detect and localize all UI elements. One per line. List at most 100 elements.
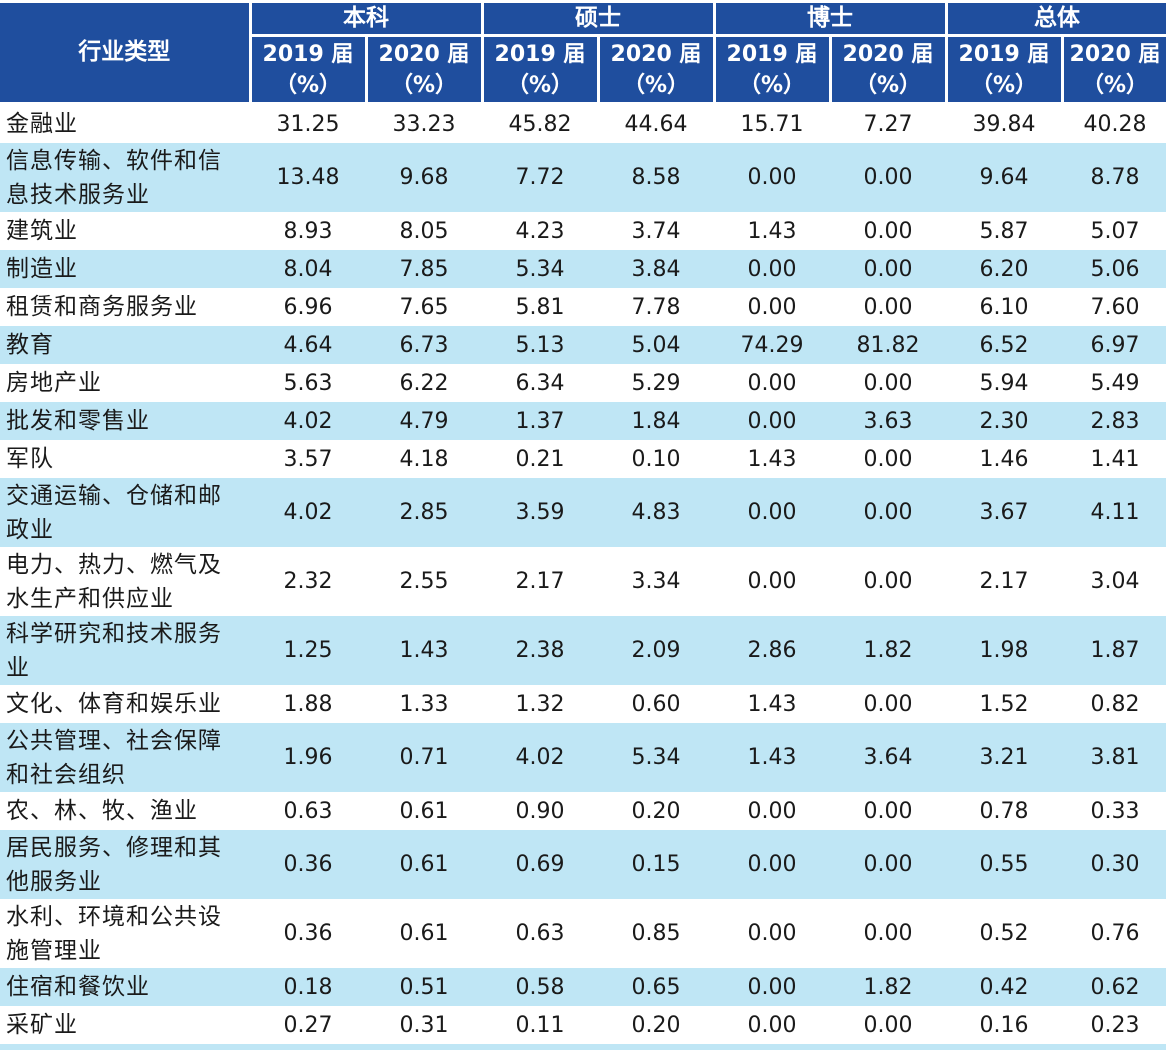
value-cell: 0.69 (482, 830, 598, 899)
value-cell: 1.25 (250, 616, 366, 685)
value-cell: 3.63 (830, 402, 946, 440)
header-unit-label: （%） (1081, 72, 1149, 98)
value-cell: 0.20 (598, 1006, 714, 1044)
value-cell: 2.17 (946, 547, 1062, 616)
industry-label: 居民服务、修理和其他服务业 (0, 830, 250, 899)
industry-label: 租赁和商务服务业 (0, 288, 250, 326)
value-cell: 0.00 (830, 792, 946, 830)
value-cell: 4.02 (482, 723, 598, 792)
value-cell: 0.33 (1062, 792, 1166, 830)
table-row: 制造业 8.04 7.85 5.34 3.84 0.00 0.00 6.20 5.06 (0, 250, 1166, 288)
value-cell: 0.10 (598, 440, 714, 478)
industry-label: 住宿和餐饮业 (0, 968, 250, 1006)
value-cell: 4.23 (482, 212, 598, 250)
value-cell: 0.62 (1062, 968, 1166, 1006)
value-cell: 6.97 (1062, 326, 1166, 364)
table-row: 文化、体育和娱乐业 1.88 1.33 1.32 0.60 1.43 0.00 1.52 0.8… (0, 685, 1166, 723)
value-cell: 0.76 (1062, 899, 1166, 968)
value-cell: 40.28 (1062, 103, 1166, 143)
value-cell: 6.34 (482, 364, 598, 402)
value-cell: 1.98 (946, 616, 1062, 685)
value-cell: 0.00 (830, 440, 946, 478)
value-cell: 0.36 (250, 830, 366, 899)
header-unit-label: （%） (274, 72, 342, 98)
value-cell: 15.71 (714, 103, 830, 143)
value-cell: 5.34 (598, 723, 714, 792)
value-cell: 7.27 (830, 103, 946, 143)
value-cell: 0.21 (482, 440, 598, 478)
table-row: 教育 4.64 6.73 5.13 5.04 74.29 81.82 6.52 6.97 (0, 326, 1166, 364)
table-row: 水利、环境和公共设施管理业 0.36 0.61 0.63 0.85 0.00 0.00 0.5… (0, 899, 1166, 968)
value-cell: 2.32 (250, 547, 366, 616)
value-cell: 0.00 (830, 288, 946, 326)
value-cell: 8.58 (598, 143, 714, 212)
table-row: 批发和零售业 4.02 4.79 1.37 1.84 0.00 3.63 2.30 2.83 (0, 402, 1166, 440)
value-cell: 2.86 (714, 616, 830, 685)
value-cell: 0.63 (250, 792, 366, 830)
value-cell: 0.15 (598, 830, 714, 899)
value-cell: 0.27 (250, 1006, 366, 1044)
value-cell: 5.06 (1062, 250, 1166, 288)
table-row: 租赁和商务服务业 6.96 7.65 5.81 7.78 0.00 0.00 6.10 7.60 (0, 288, 1166, 326)
value-cell: 0.00 (830, 685, 946, 723)
value-cell: 5.07 (1062, 212, 1166, 250)
value-cell: 5.29 (598, 364, 714, 402)
value-cell: 0.63 (482, 899, 598, 968)
header-year-cell: 2019 届 （%） (944, 34, 1064, 105)
value-cell: 2.30 (946, 402, 1062, 440)
header-group-doctor: 博士 (712, 0, 948, 37)
value-cell: 1.43 (714, 685, 830, 723)
header-year-label: 2020 届 (842, 41, 934, 67)
value-cell: 5.81 (482, 288, 598, 326)
value-cell: 3.34 (598, 547, 714, 616)
value-cell: 0.00 (714, 250, 830, 288)
value-cell: 7.78 (598, 288, 714, 326)
value-cell: 5.87 (946, 212, 1062, 250)
value-cell: 3.04 (1062, 547, 1166, 616)
table-row: 建筑业 8.93 8.05 4.23 3.74 1.43 0.00 5.87 5.07 (0, 212, 1166, 250)
value-cell: 0.00 (830, 830, 946, 899)
header-year-cell: 2020 届 （%） (1060, 34, 1166, 105)
table-row: 居民服务、修理和其他服务业 0.36 0.61 0.69 0.15 0.00 0.00 0.5… (0, 830, 1166, 899)
header-year-label: 2019 届 (494, 41, 586, 67)
industry-label: 制造业 (0, 250, 250, 288)
value-cell: 0.00 (714, 899, 830, 968)
table-header: 行业类型 本科 硕士 博士 总体 2019 届（%） 2020 届（%） 2019 … (0, 0, 1166, 105)
value-cell: 0.36 (250, 899, 366, 968)
value-cell: 2.55 (366, 547, 482, 616)
value-cell: 4.18 (366, 440, 482, 478)
value-cell: 3.81 (1062, 723, 1166, 792)
value-cell: 1.43 (714, 440, 830, 478)
value-cell: 0.90 (482, 792, 598, 830)
value-cell: 4.64 (250, 326, 366, 364)
value-cell: 1.84 (598, 402, 714, 440)
value-cell: 0.00 (714, 402, 830, 440)
value-cell: 4.02 (250, 478, 366, 547)
value-cell: 44.64 (598, 103, 714, 143)
value-cell: 6.73 (366, 326, 482, 364)
table-row: 农、林、牧、渔业 0.63 0.61 0.90 0.20 0.00 0.00 0.78 0.33 (0, 792, 1166, 830)
value-cell: 6.22 (366, 364, 482, 402)
header-year-label: 2019 届 (726, 41, 818, 67)
value-cell: 2.83 (1062, 402, 1166, 440)
value-cell: 6.52 (946, 326, 1062, 364)
value-cell: 0.00 (714, 364, 830, 402)
value-cell: 0.61 (366, 830, 482, 899)
header-unit-label: （%） (622, 72, 690, 98)
industry-label: 水利、环境和公共设施管理业 (0, 899, 250, 968)
value-cell: 2.09 (598, 616, 714, 685)
value-cell: 0.00 (714, 288, 830, 326)
value-cell: 0.55 (946, 830, 1062, 899)
value-cell: 0.00 (830, 478, 946, 547)
value-cell: 8.78 (1062, 143, 1166, 212)
value-cell: 81.82 (830, 326, 946, 364)
value-cell: 0.71 (366, 723, 482, 792)
value-cell: 7.60 (1062, 288, 1166, 326)
header-year-cell: 2019 届 （%） (712, 34, 832, 105)
value-cell: 0.31 (366, 1006, 482, 1044)
value-cell: 1.43 (366, 616, 482, 685)
value-cell: 1.82 (830, 968, 946, 1006)
header-subrow: 2019 届（%） 2020 届（%） 2019 届（%） 2020 届（%） 2019… (0, 34, 1166, 105)
industry-label: 教育 (0, 326, 250, 364)
